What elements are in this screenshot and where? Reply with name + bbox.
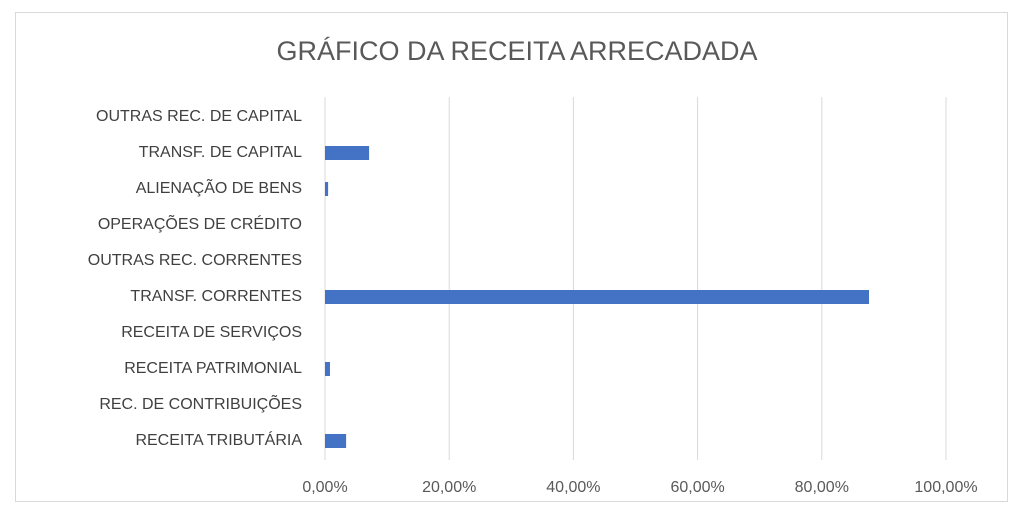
x-tick-label: 20,00% <box>422 479 476 496</box>
y-tick-label: TRANSF. DE CAPITAL <box>139 144 302 161</box>
bar <box>325 290 869 304</box>
y-tick-label: RECEITA TRIBUTÁRIA <box>135 430 302 449</box>
bar <box>325 182 329 196</box>
bar <box>325 434 347 448</box>
x-tick-label: 100,00% <box>914 479 977 496</box>
y-tick-label: TRANSF. CORRENTES <box>130 288 302 305</box>
chart-title: GRÁFICO DA RECEITA ARRECADADA <box>276 36 757 66</box>
y-tick-label: REC. DE CONTRIBUIÇÕES <box>99 393 302 413</box>
x-tick-label: 60,00% <box>670 479 724 496</box>
y-tick-label: OPERAÇÕES DE CRÉDITO <box>98 213 302 233</box>
y-tick-label: OUTRAS REC. CORRENTES <box>88 252 302 269</box>
y-tick-label: ALIENAÇÃO DE BENS <box>136 177 302 197</box>
x-tick-label: 40,00% <box>546 479 600 496</box>
bar <box>325 146 370 160</box>
x-tick-label: 80,00% <box>795 479 849 496</box>
chart-frame <box>15 12 1008 502</box>
x-tick-label: 0,00% <box>302 479 347 496</box>
y-tick-label: RECEITA PATRIMONIAL <box>124 360 302 377</box>
y-tick-label: RECEITA DE SERVIÇOS <box>121 324 302 341</box>
bar <box>325 362 330 376</box>
y-tick-label: OUTRAS REC. DE CAPITAL <box>96 108 302 125</box>
